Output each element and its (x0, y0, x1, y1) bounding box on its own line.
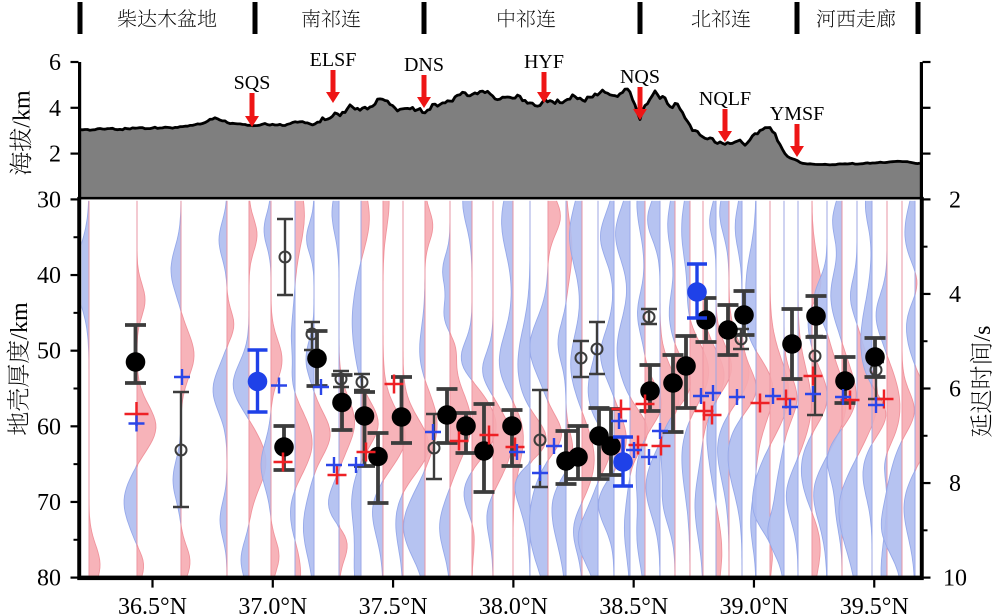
svg-text:2: 2 (949, 187, 961, 213)
svg-text:70: 70 (37, 490, 61, 516)
svg-text:38.5°N: 38.5°N (599, 594, 668, 616)
svg-text:6: 6 (49, 50, 61, 76)
svg-text:40: 40 (37, 263, 61, 289)
svg-text:8: 8 (949, 471, 961, 497)
svg-text:36.5°N: 36.5°N (118, 594, 187, 616)
svg-text:/km: /km (7, 302, 33, 340)
svg-text:50: 50 (37, 339, 61, 365)
svg-text:30: 30 (37, 187, 61, 213)
svg-text:/km: /km (10, 90, 36, 128)
svg-text:39.5°N: 39.5°N (840, 594, 909, 616)
svg-text:2: 2 (49, 142, 61, 168)
svg-text:37.5°N: 37.5°N (359, 594, 428, 616)
svg-text:37.0°N: 37.0°N (238, 594, 307, 616)
svg-text:DNS: DNS (404, 54, 444, 76)
svg-text:SQS: SQS (234, 72, 271, 94)
svg-text:80: 80 (37, 566, 61, 592)
svg-text:6: 6 (949, 377, 961, 403)
svg-text:60: 60 (37, 414, 61, 440)
svg-text:NQS: NQS (620, 66, 660, 88)
svg-text:/s: /s (970, 325, 996, 341)
svg-text:ELSF: ELSF (310, 49, 357, 71)
svg-text:4: 4 (949, 282, 961, 308)
svg-text:39.0°N: 39.0°N (720, 594, 789, 616)
svg-text:YMSF: YMSF (770, 103, 824, 125)
svg-text:38.0°N: 38.0°N (479, 594, 548, 616)
svg-text:NQLF: NQLF (699, 88, 751, 110)
svg-text:HYF: HYF (524, 51, 564, 73)
svg-text:4: 4 (49, 96, 61, 122)
svg-text:10: 10 (943, 566, 967, 592)
